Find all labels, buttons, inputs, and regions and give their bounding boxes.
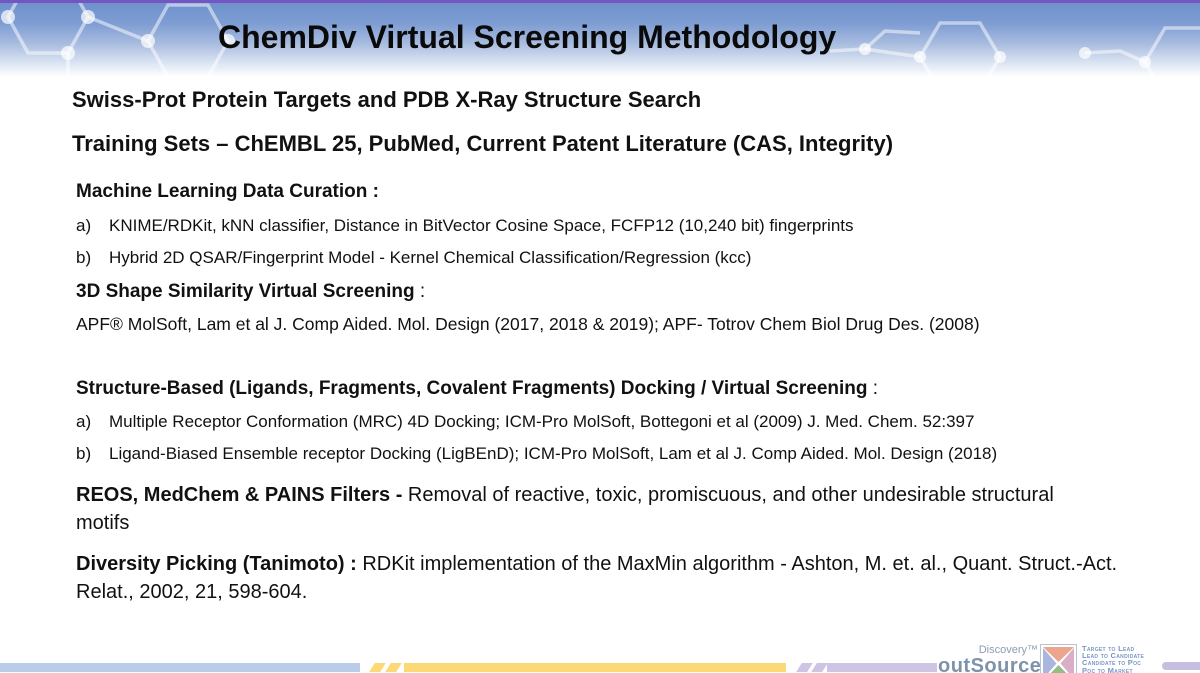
outsource-logo-text: outSource (938, 655, 1042, 673)
stage-line-3: Candidate to Poc (1082, 658, 1142, 668)
footer-slant-purple-2 (811, 663, 828, 672)
footer-bar-blue (0, 663, 360, 672)
ml-item-b: b) Hybrid 2D QSAR/Fingerprint Model - Ke… (76, 248, 751, 268)
stage-line-2: Lead to Candidate (1082, 651, 1145, 661)
list-text: Ligand-Biased Ensemble receptor Docking … (109, 444, 998, 463)
diversity-regular-text: RDKit implementation of the MaxMin algor… (76, 553, 1118, 603)
stage-pinwheel-icon (1040, 644, 1077, 673)
docking-item-a: a) Multiple Receptor Conformation (MRC) … (76, 412, 974, 432)
docking-item-b: b) Ligand-Biased Ensemble receptor Docki… (76, 444, 997, 464)
list-text: Multiple Receptor Conformation (MRC) 4D … (109, 412, 975, 431)
reos-filters-paragraph: REOS, MedChem & PAINS Filters - Removal … (76, 481, 1096, 537)
docking-section-heading: Structure-Based (Ligands, Fragments, Cov… (76, 378, 878, 400)
reos-bold-lead: REOS, MedChem & PAINS Filters - (76, 484, 403, 506)
list-marker-b: b) (76, 248, 92, 267)
docking-heading-bold: Structure-Based (Ligands, Fragments, Cov… (76, 378, 868, 399)
list-text: KNIME/RDKit, kNN classifier, Distance in… (109, 216, 854, 235)
ml-item-a: a) KNIME/RDKit, kNN classifier, Distance… (76, 216, 854, 236)
shape3d-heading-colon: : (414, 281, 426, 302)
stage-line-1: Target to Lead (1082, 644, 1135, 653)
discovery-logo-text: Discovery™ (978, 644, 1038, 656)
heading-training-sets: Training Sets – ChEMBL 25, PubMed, Curre… (72, 131, 894, 156)
list-marker-a: a) (76, 216, 92, 235)
shape3d-heading-bold: 3D Shape Similarity Virtual Screening (76, 281, 415, 302)
footer-bar-yellow (404, 663, 786, 672)
footer-slant-yellow-1 (369, 663, 386, 672)
list-marker-b: b) (76, 444, 92, 463)
diversity-picking-paragraph: Diversity Picking (Tanimoto) : RDKit imp… (76, 550, 1176, 606)
reos-regular-text: Removal of reactive, toxic, promiscuous,… (76, 484, 1054, 534)
slide-title: ChemDiv Virtual Screening Methodology (218, 19, 837, 55)
apf-reference-text: APF® MolSoft, Lam et al J. Comp Aided. M… (76, 314, 980, 334)
ml-section-heading: Machine Learning Data Curation : (76, 181, 379, 202)
title-banner: ChemDiv Virtual Screening Methodology (0, 0, 1200, 77)
footer-bar-purple (827, 663, 937, 672)
stage-line-4: Poc to Market (1082, 665, 1133, 673)
heading-swissprot: Swiss-Prot Protein Targets and PDB X-Ray… (72, 87, 702, 112)
footer-bar-purple-right (1162, 662, 1200, 670)
list-text: Hybrid 2D QSAR/Fingerprint Model - Kerne… (109, 248, 752, 267)
stage-text-block: Target to Lead Lead to Candidate Candida… (1082, 645, 1144, 673)
footer-slant-purple-1 (796, 663, 813, 672)
list-marker-a: a) (76, 412, 92, 431)
footer-slant-yellow-2 (385, 663, 402, 672)
molecule-decoration-icon (1, 3, 1200, 77)
diversity-bold-lead: Diversity Picking (Tanimoto) : (76, 553, 357, 575)
shape3d-section-heading: 3D Shape Similarity Virtual Screening : (76, 281, 425, 303)
discovery-outsource-logo: Discovery™ outSource (938, 644, 1042, 673)
docking-heading-colon: : (867, 378, 879, 399)
